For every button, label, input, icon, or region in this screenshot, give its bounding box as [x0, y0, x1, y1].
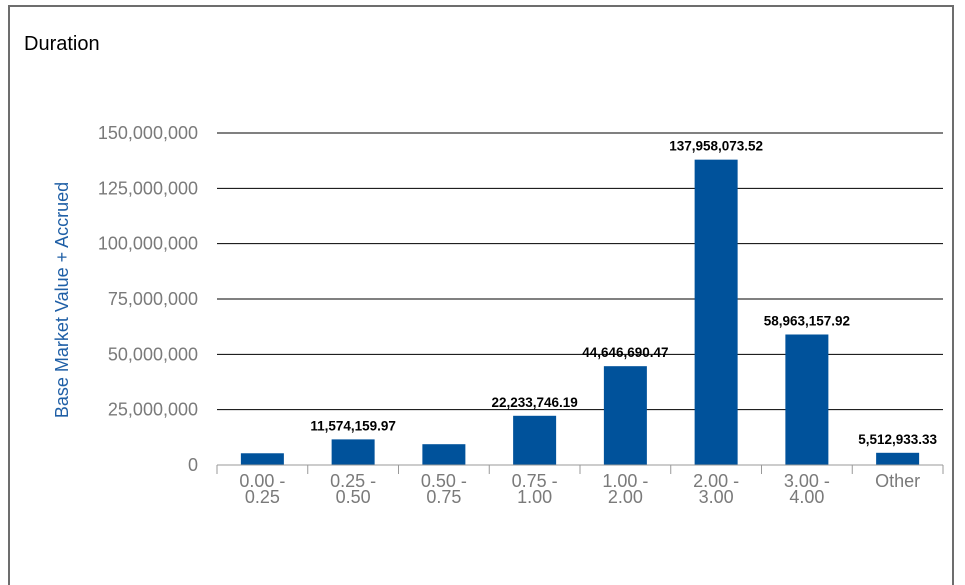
x-tick-label: 2.00 [608, 487, 643, 507]
x-tick-label: 0.75 [426, 487, 461, 507]
y-tick-label: 25,000,000 [108, 400, 198, 420]
x-tick-label: 3.00 [699, 487, 734, 507]
bar [694, 159, 738, 465]
chart-title: Duration [24, 33, 100, 55]
bar [603, 366, 647, 465]
x-tick-label: 1.00 - [602, 471, 648, 491]
x-tick-label: 0.25 - [330, 471, 376, 491]
data-labels: 11,574,159.97 22,233,746.19 44,646,690.47 1… [310, 139, 937, 447]
bar [331, 439, 375, 465]
y-tick-label: 100,000,000 [98, 234, 198, 254]
x-tick-label: 3.00 - [784, 471, 830, 491]
y-tick-label: 75,000,000 [108, 289, 198, 309]
x-tick-label: 2.00 - [693, 471, 739, 491]
y-axis-ticks: 0 25,000,000 50,000,000 75,000,000 100,000,0… [98, 123, 198, 475]
x-tick-label: 0.75 - [512, 471, 558, 491]
bar [240, 453, 284, 465]
data-label: 58,963,157.92 [764, 313, 850, 328]
bar [785, 334, 829, 465]
data-label: 44,646,690.47 [582, 345, 668, 360]
data-label: 5,512,933.33 [858, 432, 937, 447]
y-tick-label: 50,000,000 [108, 344, 198, 364]
x-tick-label: 0.25 [245, 487, 280, 507]
x-axis: 0.00 -0.250.25 -0.500.50 -0.750.75 -1.00… [216, 464, 944, 507]
bar [876, 452, 920, 465]
chart-frame [8, 5, 954, 585]
y-axis-label: Base Market Value + Accrued [52, 182, 72, 418]
y-tick-label: 150,000,000 [98, 123, 198, 143]
data-label: 11,574,159.97 [310, 418, 396, 433]
bar [422, 444, 466, 465]
bars [240, 159, 920, 465]
data-label: 137,958,073.52 [669, 139, 763, 154]
data-label: 22,233,746.19 [491, 395, 577, 410]
y-tick-label: 0 [188, 455, 198, 475]
x-tick-label: 1.00 [517, 487, 552, 507]
y-tick-label: 125,000,000 [98, 178, 198, 198]
x-tick-label: 0.50 [336, 487, 371, 507]
x-tick-label: 0.00 - [239, 471, 285, 491]
x-tick-label: Other [875, 471, 920, 491]
x-tick-label: 0.50 - [421, 471, 467, 491]
bar [513, 415, 557, 465]
gridlines [217, 132, 943, 411]
x-tick-label: 4.00 [789, 487, 824, 507]
bar-chart: 0 25,000,000 50,000,000 75,000,000 100,000,0… [52, 123, 944, 507]
